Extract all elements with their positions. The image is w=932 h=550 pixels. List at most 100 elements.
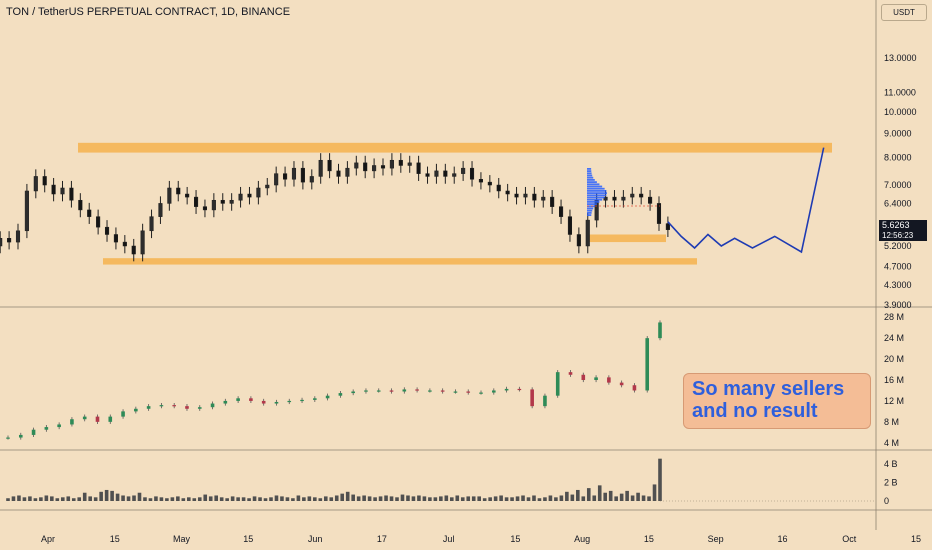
volume-bar [28, 496, 32, 501]
candle-body [443, 170, 448, 177]
volume-bar [526, 497, 531, 501]
volume-bar [11, 496, 16, 501]
volume-bar [280, 496, 284, 501]
resistance-zone [78, 142, 832, 153]
candle-body [42, 176, 47, 186]
volume-profile-bar [587, 181, 597, 183]
volume-bar [548, 495, 553, 501]
candle-body [256, 187, 261, 198]
volume-bar [219, 497, 224, 501]
indicator-bar [338, 393, 343, 396]
indicator-bar [568, 372, 573, 375]
volume-bar [143, 497, 147, 501]
volume-bar [581, 496, 586, 501]
volume-bar [241, 497, 246, 501]
indicator-bar [57, 424, 61, 428]
candle-body [559, 206, 564, 217]
volume-bar [345, 491, 350, 501]
candle-body [15, 230, 21, 243]
volume-bar [99, 491, 103, 501]
indicator-tick-label: 4 M [884, 438, 899, 448]
candle-body [452, 173, 457, 177]
indicator-bar [619, 382, 624, 386]
candle-body [309, 176, 314, 183]
candle-body [238, 193, 243, 201]
volume-bar [197, 497, 202, 501]
volume-profile-bar [587, 214, 592, 216]
indicator-bar [555, 372, 560, 396]
candle-body [194, 196, 199, 207]
indicator-bar [249, 398, 253, 401]
candle-body [149, 216, 154, 232]
indicator-bar [517, 388, 522, 391]
volume-profile-bar [587, 209, 593, 212]
candle-body [461, 167, 466, 174]
volume-bar [510, 497, 514, 501]
volume-tick-label: 2 B [884, 478, 898, 488]
volume-bar [340, 493, 345, 501]
x-tick-label: 17 [377, 534, 387, 544]
candle-body [656, 203, 662, 224]
candle-body [283, 173, 288, 180]
candle-body [354, 162, 359, 169]
indicator-bar [300, 399, 304, 402]
volume-bar [110, 490, 114, 501]
volume-bar [586, 488, 591, 501]
volume-bar [444, 495, 449, 501]
indicator-bar [236, 398, 240, 401]
indicator-bar [607, 377, 611, 383]
indicator-bar [364, 390, 368, 392]
candle-body [425, 173, 430, 177]
indicator-bar [504, 388, 509, 391]
volume-bar [236, 497, 240, 501]
indicator-bar [185, 406, 189, 409]
volume-bar [121, 495, 125, 501]
indicator-tick-label: 12 M [884, 396, 904, 406]
volume-bar [406, 495, 410, 501]
volume-bar [17, 495, 21, 501]
volume-bar [504, 497, 509, 501]
volume-bar [274, 495, 279, 501]
volume-bar [60, 497, 65, 501]
x-tick-label: Apr [41, 534, 55, 544]
volume-bar [471, 496, 476, 501]
volume-profile-bar [587, 190, 607, 192]
volume-bar [630, 495, 635, 501]
volume-bar [466, 496, 471, 501]
currency-button[interactable]: USDT [881, 4, 927, 21]
indicator-bar [479, 392, 483, 394]
volume-bar [307, 496, 312, 501]
volume-bar [302, 497, 306, 501]
volume-bar [565, 491, 569, 501]
candle-body [158, 203, 163, 217]
volume-bar [247, 498, 251, 501]
candle-body [389, 159, 394, 169]
y-tick-label: 11.0000 [884, 87, 916, 97]
indicator-bar [70, 419, 74, 425]
candle-body [300, 167, 305, 183]
volume-bar [165, 498, 169, 501]
volume-bar [428, 497, 432, 501]
indicator-bar [415, 389, 419, 391]
volume-bar [225, 498, 229, 501]
volume-bar [559, 495, 564, 501]
volume-bar [455, 495, 460, 501]
volume-bar [554, 497, 558, 501]
y-tick-label: 4.7000 [884, 262, 912, 272]
indicator-bar [581, 374, 586, 380]
candle-body [478, 179, 483, 183]
volume-bar [263, 498, 268, 501]
x-tick-label: 15 [644, 534, 654, 544]
x-tick-label: Oct [842, 534, 857, 544]
volume-bar [126, 496, 131, 501]
volume-bar [334, 495, 339, 501]
candle-body [247, 193, 252, 198]
x-tick-label: Jul [443, 534, 455, 544]
volume-bar [460, 497, 465, 501]
volume-bar [395, 497, 399, 501]
volume-bar [208, 496, 213, 501]
volume-bar [39, 497, 43, 501]
volume-profile-bar [587, 168, 592, 170]
y-tick-label: 4.3000 [884, 280, 912, 290]
candle-body [416, 162, 421, 174]
